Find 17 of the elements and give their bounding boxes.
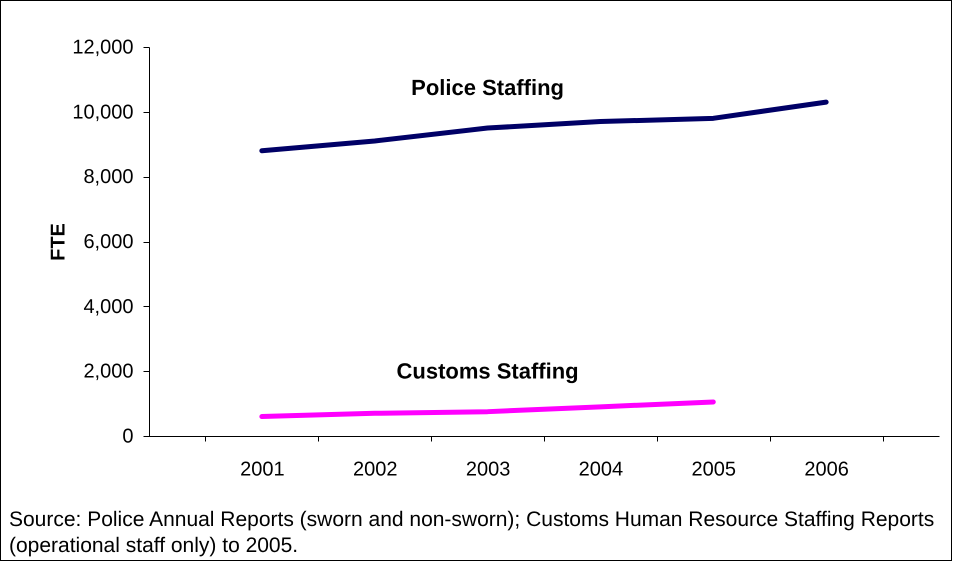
x-tick-label: 2005 xyxy=(692,458,736,480)
x-tick-label: 2003 xyxy=(466,458,510,480)
x-tick-label: 2006 xyxy=(804,458,849,480)
y-tick-label: 0 xyxy=(122,426,134,448)
x-tick-label: 2001 xyxy=(240,458,285,480)
x-tick-label: 2004 xyxy=(578,458,624,480)
y-tick-label: 6,000 xyxy=(83,231,134,253)
series-label: Customs Staffing xyxy=(396,358,579,384)
y-tick-label: 2,000 xyxy=(83,360,134,383)
x-tick-label: 2002 xyxy=(352,458,398,480)
source-note: Source: Police Annual Reports (sworn and non-sworn); Customs Human Resource Staffing Reports (operational staff only) to 2005. xyxy=(9,507,936,559)
series-label: Police Staffing xyxy=(411,75,564,100)
y-tick-label: 4,000 xyxy=(83,296,134,318)
y-axis-title: FTE xyxy=(47,223,70,261)
y-tick-label: 8,000 xyxy=(83,166,134,188)
y-tick-label: 12,000 xyxy=(72,36,134,58)
y-tick-label: 10,000 xyxy=(72,101,134,124)
